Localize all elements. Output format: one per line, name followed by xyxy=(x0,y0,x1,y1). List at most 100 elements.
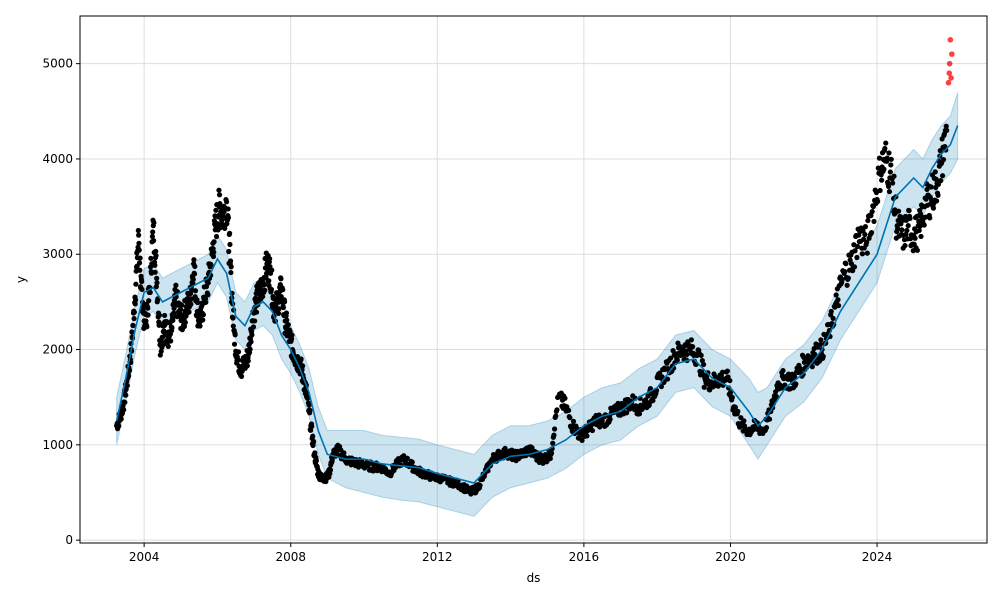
observed-point xyxy=(865,217,871,224)
observed-point xyxy=(842,269,848,275)
observed-point xyxy=(298,356,304,362)
observed-point xyxy=(864,250,870,256)
observed-point xyxy=(309,423,315,429)
observed-point xyxy=(129,329,135,335)
observed-point xyxy=(213,207,219,213)
observed-point xyxy=(235,349,242,355)
observed-point xyxy=(928,184,934,190)
observed-point xyxy=(217,201,223,207)
observed-point xyxy=(899,227,905,233)
observed-point xyxy=(845,275,851,281)
observed-point xyxy=(930,205,937,211)
observed-point xyxy=(701,361,707,368)
observed-point xyxy=(869,209,875,215)
observed-point xyxy=(311,438,317,445)
observed-point xyxy=(116,423,122,429)
observed-point xyxy=(852,248,858,254)
observed-point xyxy=(230,315,236,321)
observed-point xyxy=(895,208,902,214)
observed-point xyxy=(182,319,188,326)
observed-point xyxy=(194,299,201,306)
observed-point xyxy=(228,269,234,276)
observed-point xyxy=(727,390,734,396)
observed-point xyxy=(133,281,139,287)
observed-point xyxy=(213,233,220,240)
observed-point xyxy=(570,418,577,424)
observed-point xyxy=(562,395,568,401)
observed-point xyxy=(766,416,773,422)
observed-point xyxy=(186,309,192,315)
observed-point xyxy=(225,206,231,212)
observed-point xyxy=(192,263,198,269)
observed-point xyxy=(567,415,573,421)
observed-point xyxy=(912,235,918,241)
observed-point xyxy=(877,187,883,194)
observed-point xyxy=(307,427,314,433)
observed-point xyxy=(283,310,290,316)
observed-point xyxy=(192,288,199,294)
observed-point xyxy=(152,262,158,268)
observed-point xyxy=(862,224,869,230)
observed-point xyxy=(276,306,282,312)
observed-point xyxy=(835,302,842,309)
observed-point xyxy=(228,264,234,270)
observed-point xyxy=(125,373,132,379)
observed-point xyxy=(780,367,786,374)
observed-point xyxy=(502,445,508,452)
observed-point xyxy=(294,353,301,360)
highlight-point xyxy=(947,37,954,43)
observed-point xyxy=(875,198,881,204)
observed-point xyxy=(244,363,250,369)
observed-point xyxy=(885,183,892,189)
observed-point xyxy=(658,383,665,390)
plot-frame xyxy=(79,15,988,544)
observed-point xyxy=(843,261,849,267)
x-tick-label: 2004 xyxy=(129,550,160,564)
observed-point xyxy=(818,337,824,343)
y-axis-label: y xyxy=(14,276,28,283)
observed-point xyxy=(551,432,557,438)
observed-point xyxy=(701,384,707,390)
observed-point xyxy=(165,343,171,350)
observed-point xyxy=(122,399,128,405)
observed-point xyxy=(917,223,923,229)
observed-point xyxy=(153,252,159,259)
observed-point xyxy=(329,457,335,463)
observed-point xyxy=(252,318,258,324)
observed-point xyxy=(154,280,160,286)
observed-point xyxy=(226,248,232,255)
observed-point xyxy=(118,416,124,422)
observed-point xyxy=(181,323,188,329)
observed-point xyxy=(280,305,286,311)
observed-point xyxy=(168,338,174,344)
observed-point xyxy=(907,215,913,221)
observed-point xyxy=(153,248,159,254)
observed-point xyxy=(223,199,230,205)
observed-point xyxy=(584,433,590,439)
observed-point xyxy=(147,289,153,295)
observed-point xyxy=(151,220,157,226)
observed-point xyxy=(170,317,176,324)
observed-point xyxy=(135,227,141,234)
observed-point xyxy=(235,357,241,363)
y-tick-label: 3000 xyxy=(42,247,73,261)
observed-point xyxy=(773,393,779,399)
observed-point xyxy=(267,256,273,262)
x-tick-label: 2012 xyxy=(422,550,453,564)
observed-point xyxy=(137,255,143,261)
observed-point xyxy=(200,312,206,318)
observed-point xyxy=(792,374,798,380)
observed-point xyxy=(727,377,733,384)
observed-point xyxy=(690,344,696,350)
observed-point xyxy=(868,230,875,236)
observed-point xyxy=(646,402,652,408)
observed-point xyxy=(227,230,233,236)
observed-point xyxy=(868,212,874,219)
observed-point xyxy=(830,315,836,321)
observed-point xyxy=(227,258,234,264)
observed-point xyxy=(188,296,194,302)
observed-point xyxy=(313,458,319,464)
observed-point xyxy=(285,321,291,328)
observed-point xyxy=(670,348,676,354)
observed-point xyxy=(247,346,253,352)
